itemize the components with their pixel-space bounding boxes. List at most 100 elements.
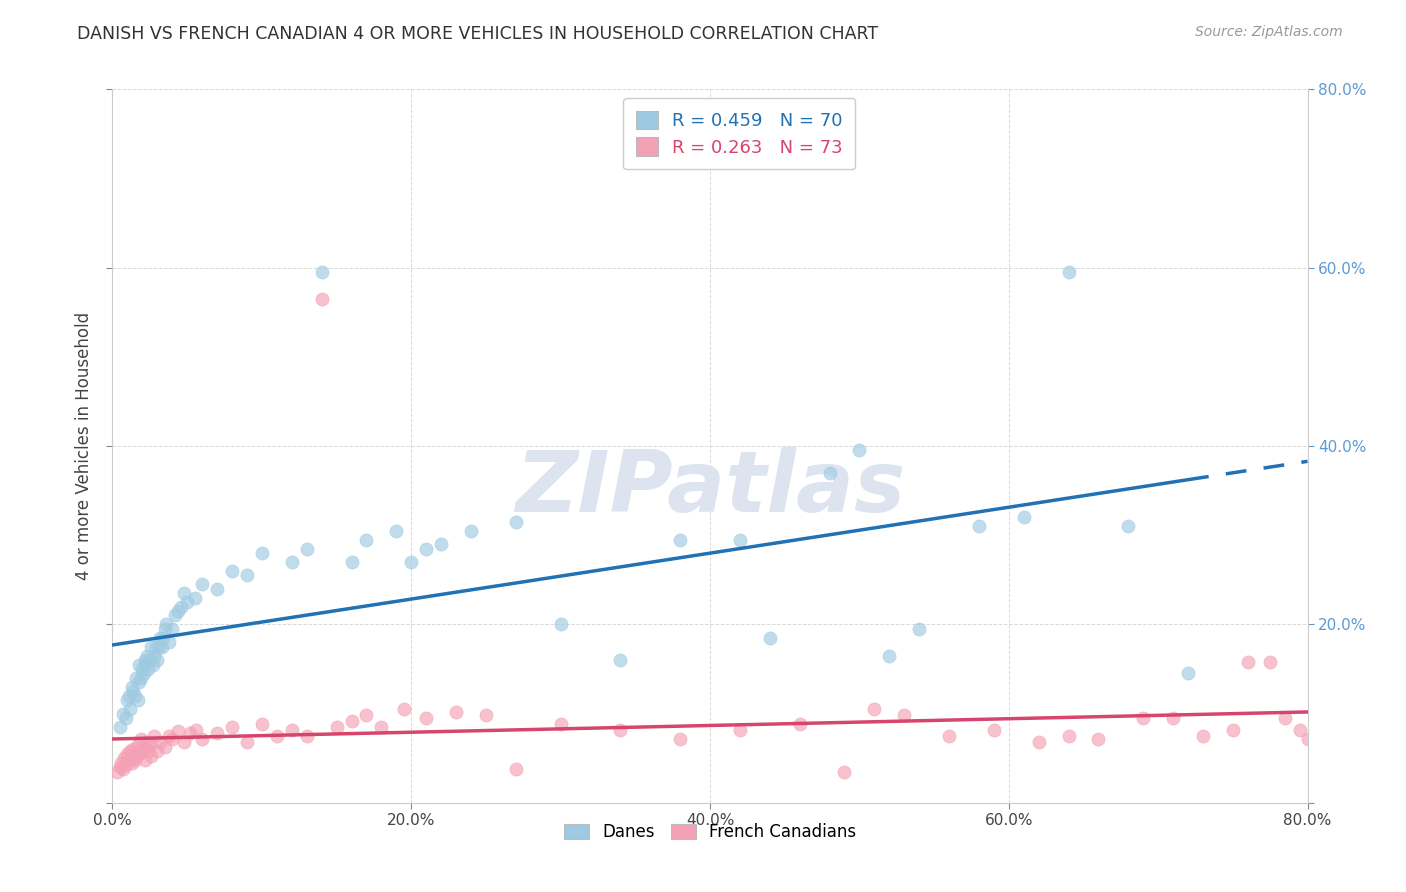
Point bbox=[135, 648, 157, 663]
Point bbox=[148, 640, 170, 654]
Point bbox=[1028, 735, 1050, 749]
Point bbox=[415, 711, 437, 725]
Point bbox=[281, 723, 304, 737]
Point bbox=[325, 720, 347, 734]
Point bbox=[266, 729, 288, 743]
Point bbox=[139, 653, 162, 667]
Point bbox=[938, 729, 960, 743]
Point bbox=[669, 533, 692, 547]
Point bbox=[191, 731, 214, 746]
Point bbox=[191, 577, 214, 591]
Point bbox=[1289, 723, 1312, 737]
Point bbox=[1087, 731, 1109, 746]
Point bbox=[120, 744, 142, 758]
Point bbox=[134, 753, 156, 767]
Point bbox=[117, 747, 139, 761]
Point bbox=[132, 740, 155, 755]
Point bbox=[392, 702, 415, 716]
Point bbox=[236, 568, 259, 582]
Point bbox=[1222, 723, 1244, 737]
Point bbox=[129, 731, 152, 746]
Point bbox=[340, 555, 363, 569]
Point bbox=[848, 443, 870, 458]
Point bbox=[128, 675, 150, 690]
Point bbox=[179, 726, 201, 740]
Point bbox=[1161, 711, 1184, 725]
Point bbox=[134, 657, 156, 672]
Point bbox=[153, 740, 176, 755]
Point bbox=[149, 631, 172, 645]
Point bbox=[183, 591, 205, 605]
Point bbox=[669, 731, 692, 746]
Point bbox=[879, 648, 901, 663]
Point bbox=[176, 595, 198, 609]
Point bbox=[131, 744, 153, 758]
Point bbox=[115, 711, 138, 725]
Point bbox=[1057, 729, 1080, 743]
Point bbox=[132, 666, 155, 681]
Point bbox=[124, 753, 146, 767]
Point bbox=[1258, 655, 1281, 669]
Point bbox=[1012, 510, 1035, 524]
Point bbox=[143, 729, 166, 743]
Point bbox=[110, 756, 132, 770]
Point bbox=[131, 662, 153, 676]
Point bbox=[818, 466, 841, 480]
Point bbox=[108, 720, 131, 734]
Point bbox=[170, 599, 193, 614]
Point bbox=[157, 635, 180, 649]
Point bbox=[505, 515, 527, 529]
Point bbox=[221, 564, 243, 578]
Point bbox=[609, 723, 631, 737]
Point bbox=[475, 708, 498, 723]
Point bbox=[356, 533, 378, 547]
Point bbox=[460, 524, 482, 538]
Point bbox=[186, 723, 208, 737]
Point bbox=[967, 519, 990, 533]
Point bbox=[167, 724, 190, 739]
Point bbox=[728, 723, 751, 737]
Point bbox=[121, 756, 143, 770]
Point bbox=[115, 758, 138, 772]
Text: ZIPatlas: ZIPatlas bbox=[515, 447, 905, 531]
Point bbox=[122, 684, 145, 698]
Point bbox=[759, 631, 782, 645]
Point bbox=[120, 702, 142, 716]
Point bbox=[908, 622, 931, 636]
Point bbox=[167, 604, 190, 618]
Point bbox=[138, 744, 160, 758]
Point bbox=[139, 738, 162, 752]
Legend: Danes, French Canadians: Danes, French Canadians bbox=[557, 817, 863, 848]
Point bbox=[863, 702, 886, 716]
Point bbox=[134, 653, 156, 667]
Point bbox=[983, 723, 1005, 737]
Point bbox=[157, 729, 180, 743]
Point bbox=[415, 541, 437, 556]
Point bbox=[150, 640, 173, 654]
Point bbox=[1057, 265, 1080, 279]
Point bbox=[162, 731, 183, 746]
Point bbox=[118, 753, 141, 767]
Text: DANISH VS FRENCH CANADIAN 4 OR MORE VEHICLES IN HOUSEHOLD CORRELATION CHART: DANISH VS FRENCH CANADIAN 4 OR MORE VEHI… bbox=[77, 25, 879, 43]
Point bbox=[1177, 666, 1199, 681]
Point bbox=[128, 657, 150, 672]
Point bbox=[138, 662, 160, 676]
Point bbox=[125, 671, 148, 685]
Point bbox=[401, 555, 423, 569]
Point bbox=[311, 265, 333, 279]
Point bbox=[550, 717, 572, 731]
Point bbox=[1192, 729, 1215, 743]
Point bbox=[124, 689, 146, 703]
Point bbox=[146, 744, 169, 758]
Point bbox=[141, 640, 163, 654]
Point bbox=[281, 555, 304, 569]
Point bbox=[127, 693, 149, 707]
Point bbox=[444, 705, 467, 719]
Point bbox=[118, 689, 141, 703]
Point bbox=[250, 546, 273, 560]
Point bbox=[162, 622, 183, 636]
Point bbox=[117, 693, 139, 707]
Point bbox=[128, 747, 150, 761]
Point bbox=[105, 764, 128, 779]
Point bbox=[221, 720, 243, 734]
